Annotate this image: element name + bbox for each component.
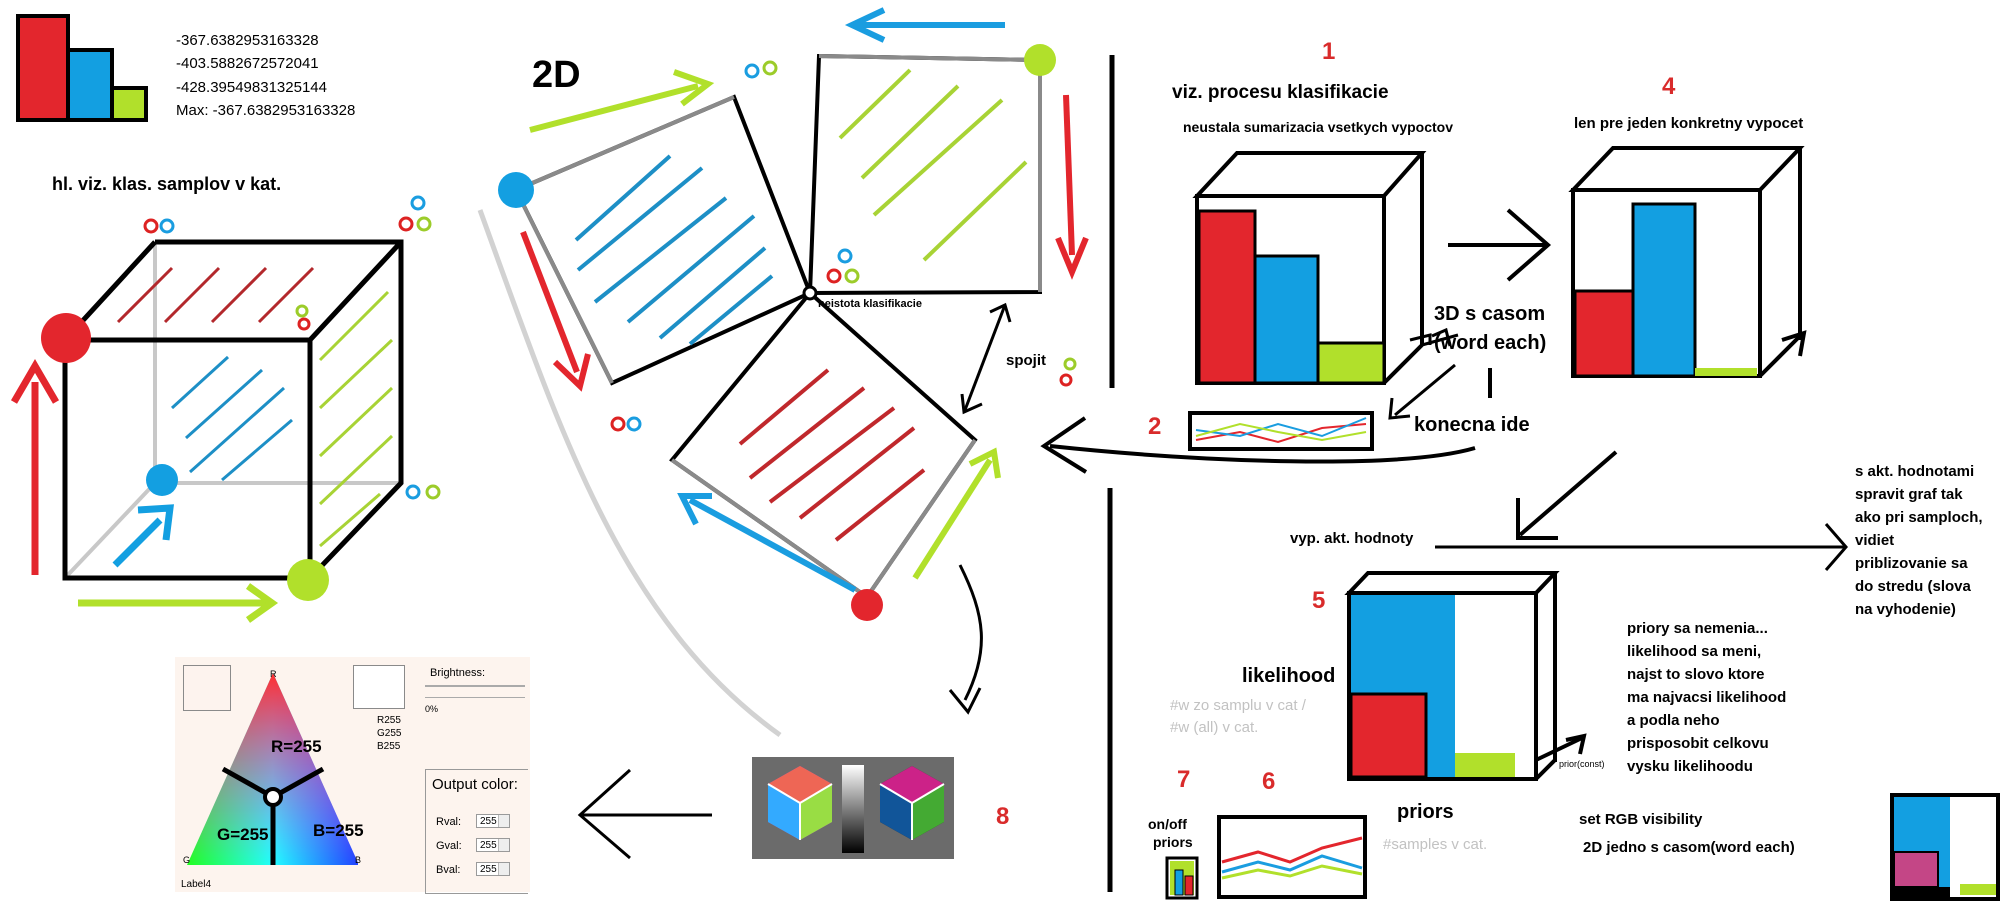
s-akt-line: vidiet	[1855, 532, 1895, 549]
cube-title: hl. viz. klas. samplov v kat.	[52, 174, 282, 194]
s-akt-line: ako pri samploch,	[1855, 509, 1983, 526]
priory-line: vysku likelihoodu	[1627, 758, 1753, 775]
priory-line: likelihood sa meni,	[1627, 643, 1762, 660]
2d-projection	[477, 7, 1089, 738]
brightness-label: Brightness:	[430, 667, 486, 679]
rgb-rings	[143, 60, 1077, 500]
mini-score-chart	[16, 14, 148, 122]
num-6: 6	[1262, 768, 1276, 795]
g-equals: G=255	[217, 825, 269, 844]
priory-line: priory sa nemenia...	[1627, 620, 1768, 637]
bval-value: 255	[480, 864, 497, 875]
b-equals: B=255	[313, 821, 364, 840]
samples-label: #samples v cat.	[1383, 836, 1488, 853]
color-triangle[interactable]	[183, 669, 358, 869]
viz-procesu: viz. procesu klasifikacie	[1172, 82, 1389, 103]
score-value-2: -403.5882672572041	[176, 55, 319, 72]
score-value-1: -367.6382953163328	[176, 32, 319, 49]
priory-line: prisposobit celkovu	[1627, 735, 1769, 752]
brightness-track[interactable]	[425, 685, 525, 687]
rval-input[interactable]: 255	[476, 814, 510, 828]
priors-label: priors	[1397, 801, 1454, 823]
onoff-line1: on/off	[1148, 816, 1187, 832]
priory-line: a podla neho	[1627, 712, 1720, 729]
arrow-head-color-ui	[577, 768, 632, 860]
color-swatch-right	[353, 665, 405, 709]
gval-input[interactable]: 255	[476, 838, 510, 852]
len-pre: len pre jeden konkretny vypocet	[1574, 115, 1804, 132]
gval-stepper[interactable]	[498, 839, 509, 851]
s-akt-line: priblizovanie sa	[1855, 555, 1968, 572]
corner-r: R	[270, 669, 277, 679]
bval-stepper[interactable]	[498, 863, 509, 875]
score-value-3: -428.39549831325144	[176, 79, 327, 96]
bval-input[interactable]: 255	[476, 862, 510, 876]
hex-pickers	[752, 757, 954, 859]
output-group: Output color: Rval: 255 Gval: 255 Bval: …	[425, 769, 528, 894]
color-triangle-handle[interactable]	[263, 787, 283, 807]
r-readout: R255	[377, 715, 401, 726]
label4: Label4	[181, 879, 212, 890]
num-8: 8	[996, 803, 1010, 830]
gval-label: Gval:	[436, 840, 462, 852]
output-color-label: Output color:	[432, 776, 518, 793]
brightness-divider	[425, 697, 525, 698]
td-line1: 3D s casom	[1434, 303, 1546, 325]
rval-value: 255	[480, 816, 497, 827]
title-2d: 2D	[532, 54, 581, 96]
corner-b: B	[355, 855, 362, 865]
priory-line: najst to slovo ktore	[1627, 666, 1765, 683]
corner-g: G	[183, 855, 191, 865]
priory-line: ma najvacsi likelihood	[1627, 689, 1787, 706]
s-akt-line: s akt. hodnotami	[1855, 463, 1975, 480]
w-line1: #w zo samplu v cat /	[1170, 697, 1306, 714]
rval-stepper[interactable]	[498, 815, 509, 827]
s-akt-line: spravit graf tak	[1855, 486, 1963, 503]
neustala-label: neustala sumarizacia vsetkych vypoctov	[1183, 119, 1454, 135]
s-akt-line: do stredu (slova	[1855, 578, 1971, 595]
bval-label: Bval:	[436, 864, 461, 876]
r-equals: R=255	[271, 737, 322, 756]
g-readout: G255	[377, 728, 402, 739]
score-max: Max: -367.6382953163328	[176, 102, 356, 119]
num-2: 2	[1148, 413, 1162, 440]
color-swatch-left	[183, 665, 231, 711]
td-line2: (word each)	[1434, 332, 1547, 354]
prior-const: prior(const)	[1559, 759, 1605, 769]
konecna-label: konecna ide	[1414, 414, 1530, 436]
gval-value: 255	[480, 840, 497, 851]
process-views	[1040, 146, 2000, 901]
onoff-line2: priors	[1153, 834, 1193, 850]
num-1: 1	[1322, 38, 1336, 65]
brightness-value: 0%	[425, 704, 439, 714]
b-readout: B255	[377, 741, 401, 752]
color-picker-panel: Brightness: 0% R255 G255 B255 R G B R=25…	[175, 657, 530, 894]
rval-label: Rval:	[436, 816, 462, 828]
num-7: 7	[1177, 766, 1191, 793]
set-rgb-label: set RGB visibility	[1579, 811, 1703, 828]
rgb-cube	[10, 239, 404, 623]
twod-jedno-label: 2D jedno s casom(word each)	[1583, 839, 1795, 856]
likelihood-label: likelihood	[1242, 665, 1336, 687]
s-akt-line: na vyhodenie)	[1855, 601, 1956, 618]
num-4: 4	[1662, 73, 1676, 100]
spojit-label: spojit	[1006, 352, 1046, 369]
neistota-label: neistota klasifikacie	[818, 298, 922, 310]
w-line2: #w (all) v cat.	[1170, 719, 1259, 736]
vyp-akt: vyp. akt. hodnoty	[1290, 530, 1414, 547]
num-5: 5	[1312, 587, 1326, 614]
